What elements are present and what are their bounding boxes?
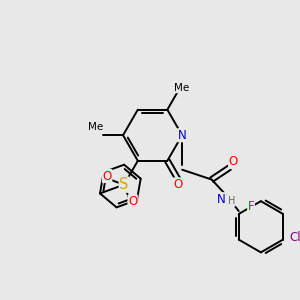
- Text: Cl: Cl: [289, 231, 300, 244]
- Text: Me: Me: [88, 122, 103, 132]
- Text: O: O: [128, 195, 137, 208]
- Text: O: O: [229, 155, 238, 168]
- Text: F: F: [248, 200, 254, 213]
- Text: N: N: [217, 193, 226, 206]
- Text: O: O: [173, 178, 183, 191]
- Text: O: O: [103, 169, 112, 182]
- Text: H: H: [228, 196, 235, 206]
- Text: N: N: [178, 129, 187, 142]
- Text: S: S: [119, 177, 129, 192]
- Text: Me: Me: [175, 83, 190, 93]
